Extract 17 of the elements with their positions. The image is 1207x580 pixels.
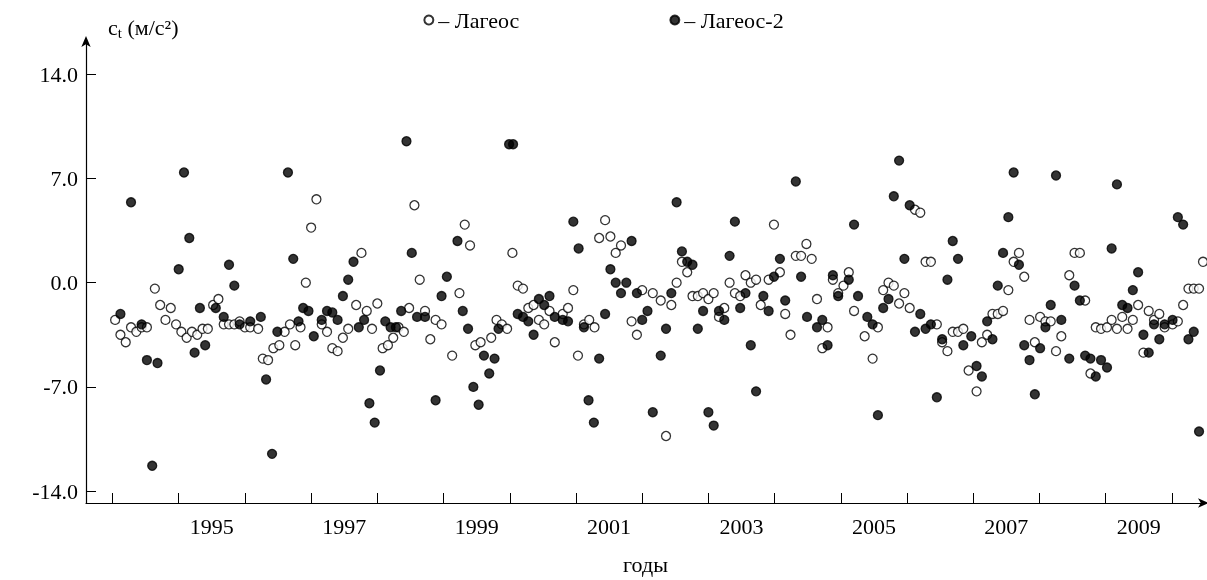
legend-label: – Лагеос-2 (683, 7, 784, 33)
x-tick-label: 1999 (454, 513, 499, 539)
x-tick-label: 2005 (851, 513, 896, 539)
x-tick-label: 2009 (1116, 513, 1161, 539)
y-tick-label: 7.0 (50, 165, 78, 191)
legend-label: – Лагеос (437, 7, 520, 33)
y-tick-label: 0.0 (50, 270, 78, 296)
y-tick-label: -7.0 (43, 374, 78, 400)
x-tick-label: 2001 (587, 513, 632, 539)
x-axis-title: годы (623, 551, 669, 577)
x-tick-label: 2003 (719, 513, 764, 539)
y-axis-title: ct (м/с²) (108, 15, 179, 41)
y-tick-label: -14.0 (32, 478, 78, 504)
x-tick-label: 2007 (984, 513, 1029, 539)
x-tick-label: 1995 (189, 513, 234, 539)
y-tick-label: 14.0 (39, 61, 78, 87)
x-tick-label: 1997 (322, 513, 367, 539)
